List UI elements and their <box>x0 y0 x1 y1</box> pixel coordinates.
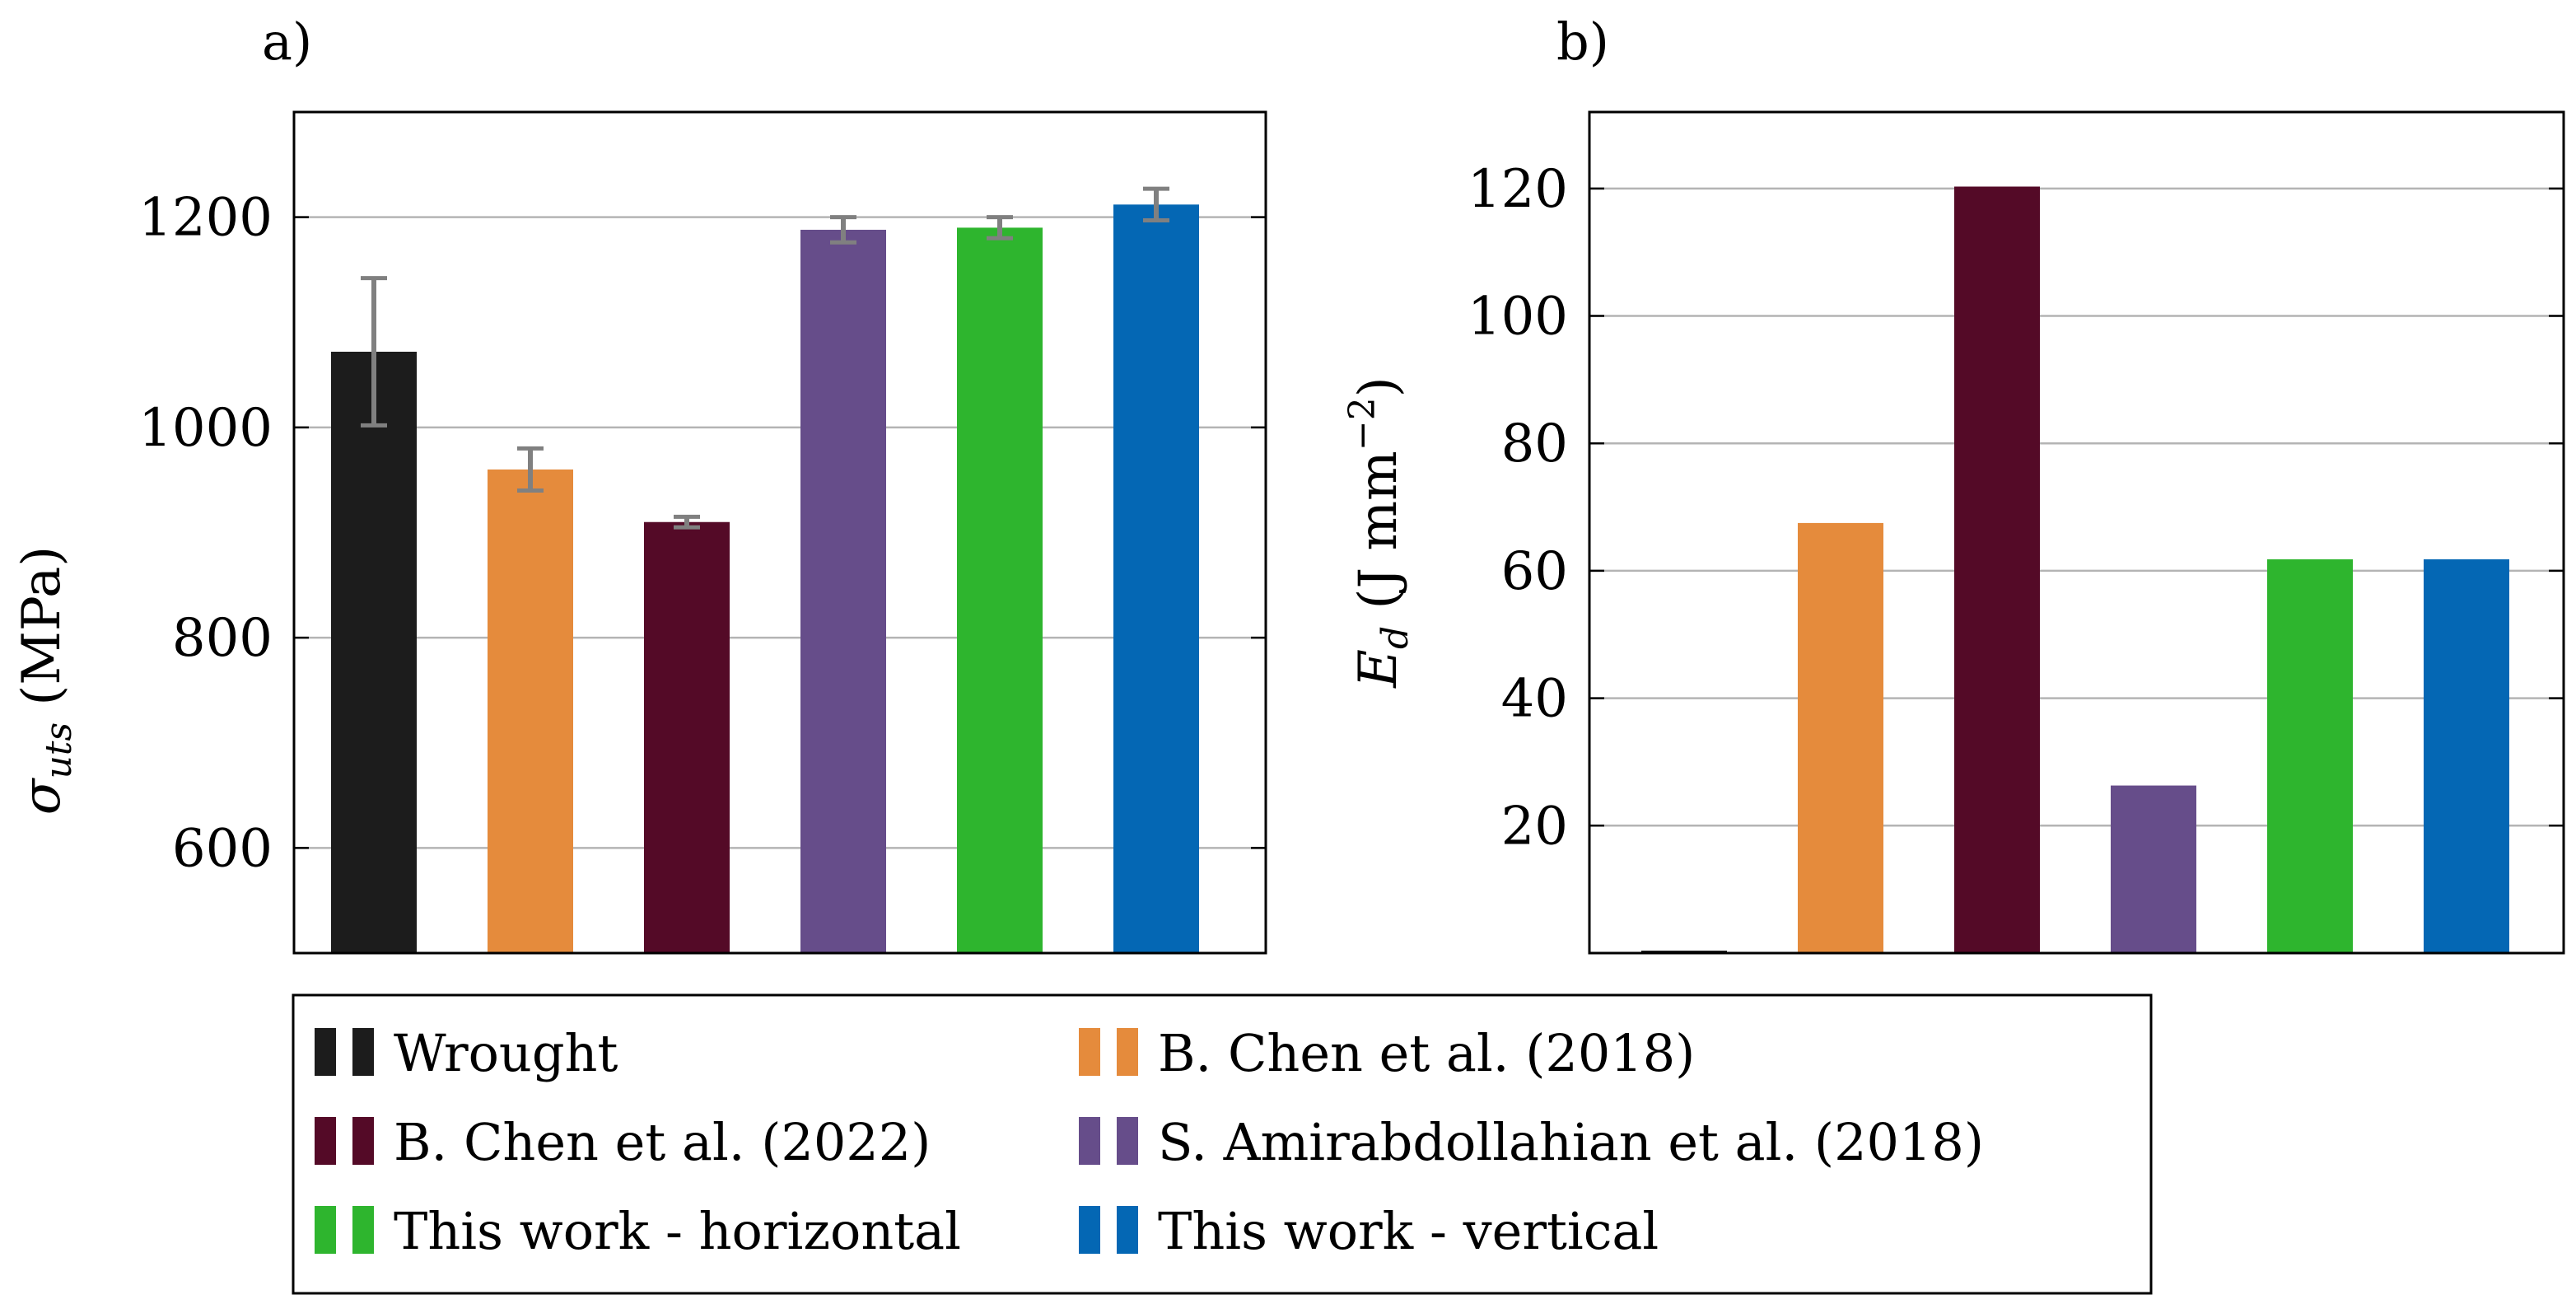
panel-b-tick-label-20: 20 <box>1501 796 1568 857</box>
legend-swatch-right <box>352 1028 374 1076</box>
legend-entry-s-amirabdollahian-et-al-2018: S. Amirabdollahian et al. (2018) <box>1079 1112 1984 1172</box>
panel-b-bar-b-chen-et-al-2022 <box>1954 186 2040 953</box>
legend-swatch-right <box>352 1117 374 1165</box>
legend-swatch-right <box>1117 1117 1138 1165</box>
panel-b-axes-frame <box>1588 110 2565 955</box>
legend-swatch-right <box>352 1206 374 1254</box>
panel-b-ylabel-exponent: −2 <box>1342 397 1384 451</box>
panel-b-gridlines <box>1589 187 2564 827</box>
legend-label: B. Chen et al. (2018) <box>1158 1023 1695 1083</box>
panel-b-tick-label-60: 60 <box>1501 541 1568 602</box>
panel-b-y-ticks: 20 40 60 80 100 120 <box>1468 159 2564 857</box>
legend-entries: Wrought B. Chen et al. (2018) B. Chen et a… <box>315 1023 1984 1261</box>
legend-swatch-right <box>1117 1028 1138 1076</box>
panel-a-y-ticks: 600 800 1000 1200 <box>138 188 1266 879</box>
panel-b-ylabel-subscript: d <box>1374 626 1416 649</box>
legend-box <box>292 993 2153 1295</box>
legend-swatch-left <box>315 1028 336 1076</box>
legend-label: This work - horizontal <box>394 1201 961 1261</box>
panel-b-tick-label-120: 120 <box>1468 159 1568 220</box>
panel-a-ylabel-subscript: uts <box>38 722 80 779</box>
panel-a-bar-wrought <box>331 351 417 953</box>
legend-swatch-left <box>1079 1206 1100 1254</box>
panel-a-error-bar-b-chen-et-al-2022 <box>674 514 700 530</box>
panel-a-ylabel-symbol: σ <box>12 777 72 815</box>
panel-a-error-bar-wrought <box>361 276 387 428</box>
panel-a-bar-this-work-horizontal <box>957 227 1043 953</box>
panel-b-bar-b-chen-et-al-2018 <box>1798 522 1883 953</box>
legend-entry-b-chen-et-al-2022: B. Chen et al. (2022) <box>315 1112 931 1172</box>
panel-a-bar-b-chen-et-al-2018 <box>488 469 573 953</box>
panel-a-tick-label-800: 800 <box>172 608 273 669</box>
panel-a-tick-label-1000: 1000 <box>138 398 273 459</box>
legend-entry-wrought: Wrought <box>315 1023 618 1083</box>
legend-swatch-left <box>1079 1117 1100 1165</box>
panel-b-energy-chart: b) 20 40 60 80 100 120 Ed (J mm−2) <box>1342 12 2565 955</box>
panel-b-bar-s-amirabdollahian-et-al-2018 <box>2111 785 2196 953</box>
legend: Wrought B. Chen et al. (2018) B. Chen et a… <box>292 993 2153 1295</box>
panel-a-uts-chart: a) 600 800 1000 1200 σuts (MPa) <box>12 12 1267 955</box>
panel-a-error-bar-this-work-vertical <box>1143 186 1169 222</box>
panel-a-error-bar-this-work-horizontal <box>987 215 1013 241</box>
panel-a-tick-label-1200: 1200 <box>138 188 273 249</box>
panel-a-axes-frame <box>292 110 1267 955</box>
panel-a-ylabel-unit: (MPa) <box>12 546 72 722</box>
legend-entry-this-work-vertical: This work - vertical <box>1079 1201 1659 1261</box>
panel-a-bar-s-amirabdollahian-et-al-2018 <box>800 229 886 953</box>
panel-a-error-bars <box>361 186 1169 530</box>
legend-label: Wrought <box>394 1023 618 1083</box>
legend-label: This work - vertical <box>1158 1201 1659 1261</box>
legend-label: B. Chen et al. (2022) <box>394 1112 931 1172</box>
panel-a-y-axis-title: σuts (MPa) <box>12 546 80 815</box>
legend-entry-this-work-horizontal: This work - horizontal <box>315 1201 961 1261</box>
legend-swatch-left <box>315 1206 336 1254</box>
panel-b-ylabel-unit: (J mm <box>1348 451 1409 626</box>
panel-b-y-axis-title: Ed (J mm−2) <box>1342 376 1416 688</box>
panel-b-ylabel-close: ) <box>1348 376 1409 397</box>
panel-b-tick-label-40: 40 <box>1501 669 1568 730</box>
panel-a-bar-this-work-vertical <box>1113 204 1199 953</box>
panel-b-bar-this-work-vertical <box>2424 559 2509 953</box>
panel-a-bars <box>331 204 1199 953</box>
legend-label: S. Amirabdollahian et al. (2018) <box>1158 1112 1984 1172</box>
panel-a-tick-label-600: 600 <box>172 818 273 879</box>
panel-b-ylabel-symbol: E <box>1348 649 1409 689</box>
legend-swatch-left <box>1079 1028 1100 1076</box>
panel-b-label: b) <box>1556 12 1609 72</box>
panel-b-tick-label-80: 80 <box>1501 414 1568 474</box>
panel-a-label: a) <box>262 12 312 72</box>
panel-a-error-bar-s-amirabdollahian-et-al-2018 <box>830 215 856 245</box>
panel-a-gridlines <box>294 216 1266 849</box>
legend-swatch-right <box>1117 1206 1138 1254</box>
legend-swatch-left <box>315 1117 336 1165</box>
panel-b-bar-this-work-horizontal <box>2267 559 2353 953</box>
panel-b-bars <box>1641 186 2509 953</box>
panel-a-error-bar-b-chen-et-al-2018 <box>517 446 544 493</box>
panel-a-bar-b-chen-et-al-2022 <box>644 521 730 953</box>
panel-b-tick-label-100: 100 <box>1468 287 1568 348</box>
legend-entry-b-chen-et-al-2018: B. Chen et al. (2018) <box>1079 1023 1695 1083</box>
